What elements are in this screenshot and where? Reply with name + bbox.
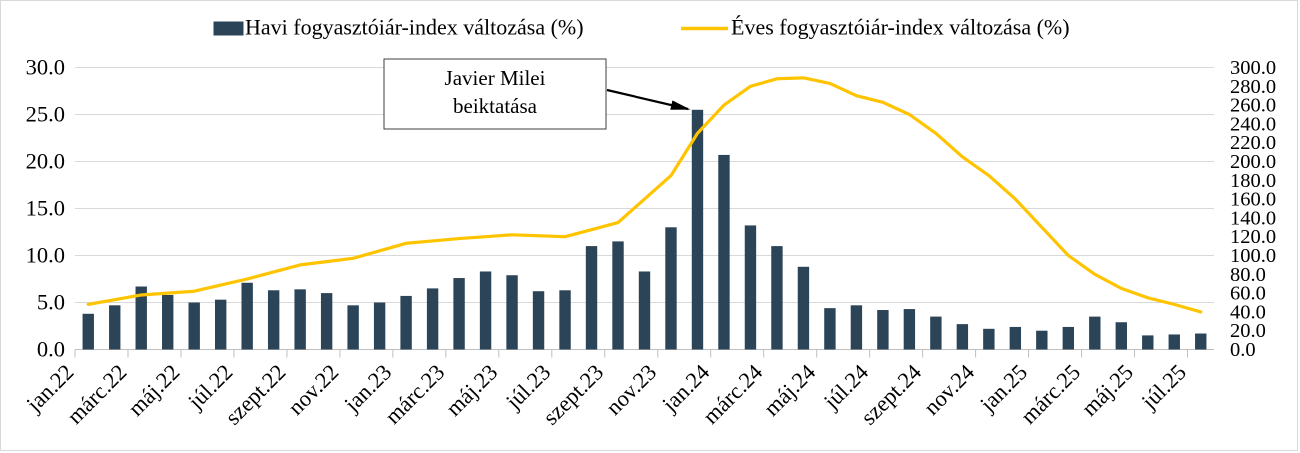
svg-text:20.0: 20.0 (26, 149, 65, 174)
svg-text:Éves fogyasztóiár-index változ: Éves fogyasztóiár-index változása (%) (731, 15, 1070, 40)
svg-text:80.0: 80.0 (1230, 264, 1266, 286)
svg-text:220.0: 220.0 (1230, 132, 1276, 154)
svg-text:160.0: 160.0 (1230, 189, 1276, 211)
svg-text:márc.23: márc.23 (380, 359, 449, 428)
svg-text:márc.24: márc.24 (698, 359, 767, 428)
svg-text:20.0: 20.0 (1230, 320, 1266, 342)
svg-text:260.0: 260.0 (1230, 95, 1276, 117)
svg-text:szept.22: szept.22 (220, 359, 290, 429)
svg-text:szept.23: szept.23 (538, 359, 608, 429)
svg-text:márc.22: márc.22 (62, 359, 131, 428)
svg-text:0.0: 0.0 (1230, 339, 1256, 361)
svg-text:5.0: 5.0 (37, 290, 65, 315)
svg-text:0.0: 0.0 (37, 337, 65, 362)
svg-text:140.0: 140.0 (1230, 207, 1276, 229)
svg-text:máj.22: máj.22 (123, 359, 184, 420)
svg-text:60.0: 60.0 (1230, 283, 1266, 305)
svg-text:180.0: 180.0 (1230, 170, 1276, 192)
svg-text:200.0: 200.0 (1230, 151, 1276, 173)
svg-text:240.0: 240.0 (1230, 113, 1276, 135)
svg-text:máj.23: máj.23 (441, 359, 502, 420)
svg-text:Havi fogyasztóiár-index változ: Havi fogyasztóiár-index változása (%) (245, 15, 584, 40)
svg-text:nov.22: nov.22 (283, 359, 343, 419)
svg-text:beiktatása: beiktatása (453, 94, 538, 118)
svg-text:280.0: 280.0 (1230, 76, 1276, 98)
svg-text:40.0: 40.0 (1230, 301, 1266, 323)
svg-text:10.0: 10.0 (26, 243, 65, 268)
svg-text:nov.23: nov.23 (601, 359, 661, 419)
svg-text:máj.25: máj.25 (1077, 359, 1138, 420)
svg-text:máj.24: máj.24 (759, 359, 820, 420)
svg-text:300.0: 300.0 (1230, 57, 1276, 79)
svg-text:júl.25: júl.25 (1136, 359, 1191, 414)
svg-text:Javier Milei: Javier Milei (445, 66, 546, 90)
svg-text:szept.24: szept.24 (856, 359, 926, 429)
svg-text:120.0: 120.0 (1230, 226, 1276, 248)
svg-text:nov.24: nov.24 (919, 359, 979, 419)
svg-text:15.0: 15.0 (26, 196, 65, 221)
svg-text:25.0: 25.0 (26, 102, 65, 127)
svg-text:100.0: 100.0 (1230, 245, 1276, 267)
svg-text:márc.25: márc.25 (1016, 359, 1085, 428)
svg-text:30.0: 30.0 (26, 55, 65, 80)
